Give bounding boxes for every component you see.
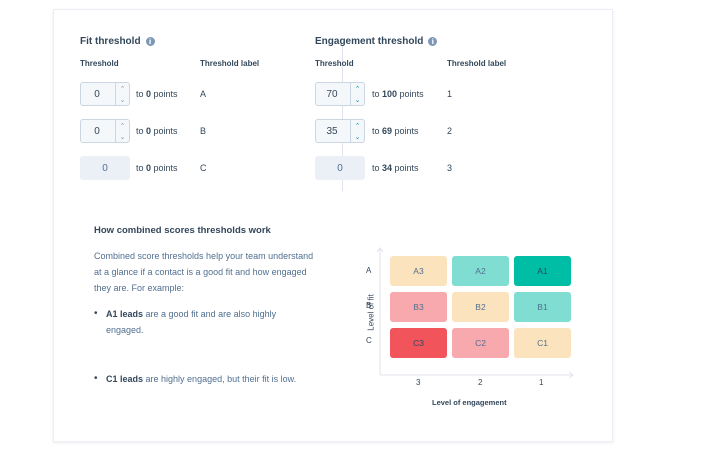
col-label-3: 3	[416, 378, 421, 387]
range-max: 34	[382, 163, 393, 173]
fit-col-threshold: Threshold	[80, 59, 119, 68]
fit-label-a: A	[200, 89, 207, 99]
y-axis-label: Level of fit	[366, 294, 376, 331]
engagement-label-2: 2	[447, 126, 453, 136]
range-prefix: to	[372, 89, 383, 99]
fit-range-b: to 0 points	[136, 126, 178, 136]
fit-threshold-value-b: 0	[94, 125, 100, 137]
engagement-range-2: to 69 points	[372, 126, 419, 136]
bullet-text: are a good fit and are also highly engag…	[106, 309, 277, 335]
range-max: 69	[382, 126, 393, 136]
engagement-range-1: to 100 points	[372, 89, 424, 99]
matrix-cell-c3: C3	[390, 328, 447, 358]
engagement-range-3: to 34 points	[372, 163, 419, 173]
row-label-a: A	[366, 266, 372, 275]
engagement-label-1: 1	[447, 89, 453, 99]
scoring-thresholds-card: Fit threshold i Threshold Threshold labe…	[53, 9, 613, 442]
engagement-threshold-input-1[interactable]: 70 ⌃ ⌄	[315, 82, 365, 106]
engagement-threshold-input-3: 0	[315, 156, 365, 180]
how-it-works-description: Combined score thresholds help your team…	[94, 251, 314, 293]
fit-threshold-input-c: 0	[80, 156, 130, 180]
range-max: 0	[146, 126, 152, 136]
engagement-threshold-input-2[interactable]: 35 ⌃ ⌄	[315, 119, 365, 143]
fit-stepper-b[interactable]: ⌃ ⌄	[115, 120, 129, 142]
fit-stepper-a[interactable]: ⌃ ⌄	[115, 83, 129, 105]
col-label-1: 1	[539, 378, 544, 387]
range-prefix: to	[136, 163, 147, 173]
fit-range-c: to 0 points	[136, 163, 178, 173]
bullet-text: are highly engaged, but their fit is low…	[143, 374, 297, 384]
chevron-down-icon[interactable]: ⌄	[119, 132, 126, 141]
range-max: 0	[146, 163, 152, 173]
chevron-up-icon[interactable]: ⌃	[119, 84, 126, 93]
chevron-up-icon[interactable]: ⌃	[119, 121, 126, 130]
chevron-down-icon[interactable]: ⌄	[354, 95, 361, 104]
fit-threshold-input-a[interactable]: 0 ⌃ ⌄	[80, 82, 130, 106]
row-label-b: B	[366, 301, 372, 310]
engagement-threshold-title: Engagement threshold	[315, 36, 424, 47]
fit-threshold-value-a: 0	[94, 88, 100, 100]
range-suffix: points	[392, 163, 419, 173]
matrix-cell-b1: B1	[514, 292, 571, 322]
fit-col-label: Threshold label	[200, 59, 260, 68]
bullet-bold: A1 leads	[106, 309, 144, 319]
engagement-label-3: 3	[447, 163, 453, 173]
range-suffix: points	[151, 163, 178, 173]
matrix-cell-b2: B2	[452, 292, 509, 322]
fit-label-c: C	[200, 163, 207, 173]
range-suffix: points	[392, 126, 419, 136]
chevron-up-icon[interactable]: ⌃	[354, 121, 361, 130]
score-matrix: Level of fit A B C 3 2 1 Level of engage…	[366, 246, 576, 407]
fit-threshold-input-b[interactable]: 0 ⌃ ⌄	[80, 119, 130, 143]
section-divider	[342, 45, 343, 191]
engagement-col-label: Threshold label	[447, 59, 507, 68]
x-axis-label: Level of engagement	[432, 398, 507, 407]
engagement-threshold-value-2: 35	[326, 125, 338, 137]
engagement-stepper-2[interactable]: ⌃ ⌄	[350, 120, 364, 142]
matrix-cell-a1: A1	[514, 256, 571, 286]
bullet-bold: C1 leads	[106, 374, 144, 384]
range-suffix: points	[151, 126, 178, 136]
fit-threshold-title: Fit threshold	[80, 36, 141, 47]
fit-label-b: B	[200, 126, 207, 136]
range-prefix: to	[136, 89, 147, 99]
fit-threshold-heading: Fit threshold i	[80, 36, 155, 47]
range-max: 0	[146, 89, 152, 99]
range-suffix: points	[397, 89, 424, 99]
engagement-threshold-value-3: 0	[337, 162, 343, 174]
chevron-up-icon[interactable]: ⌃	[354, 84, 361, 93]
range-prefix: to	[136, 126, 147, 136]
matrix-axes	[376, 247, 574, 379]
matrix-cell-b3: B3	[390, 292, 447, 322]
range-prefix: to	[372, 163, 383, 173]
range-max: 100	[382, 89, 398, 99]
range-prefix: to	[372, 126, 383, 136]
chevron-down-icon[interactable]: ⌄	[354, 132, 361, 141]
info-icon[interactable]: i	[145, 37, 155, 46]
col-label-2: 2	[478, 378, 483, 387]
matrix-cell-c2: C2	[452, 328, 509, 358]
chevron-down-icon[interactable]: ⌄	[119, 95, 126, 104]
bullet-a1: A1 leads are a good fit and are also hig…	[94, 306, 316, 338]
fit-range-a: to 0 points	[136, 89, 178, 99]
engagement-stepper-1[interactable]: ⌃ ⌄	[350, 83, 364, 105]
info-icon[interactable]: i	[428, 37, 438, 46]
matrix-cell-a3: A3	[390, 256, 447, 286]
matrix-cell-c1: C1	[514, 328, 571, 358]
engagement-threshold-heading: Engagement threshold i	[315, 36, 438, 47]
how-it-works-title: How combined scores thresholds work	[94, 225, 271, 236]
engagement-col-threshold: Threshold	[315, 59, 354, 68]
bullet-c1: C1 leads are highly engaged, but their f…	[94, 371, 316, 387]
range-suffix: points	[151, 89, 178, 99]
engagement-threshold-value-1: 70	[326, 88, 338, 100]
fit-threshold-value-c: 0	[102, 162, 108, 174]
row-label-c: C	[366, 336, 372, 345]
matrix-cell-a2: A2	[452, 256, 509, 286]
